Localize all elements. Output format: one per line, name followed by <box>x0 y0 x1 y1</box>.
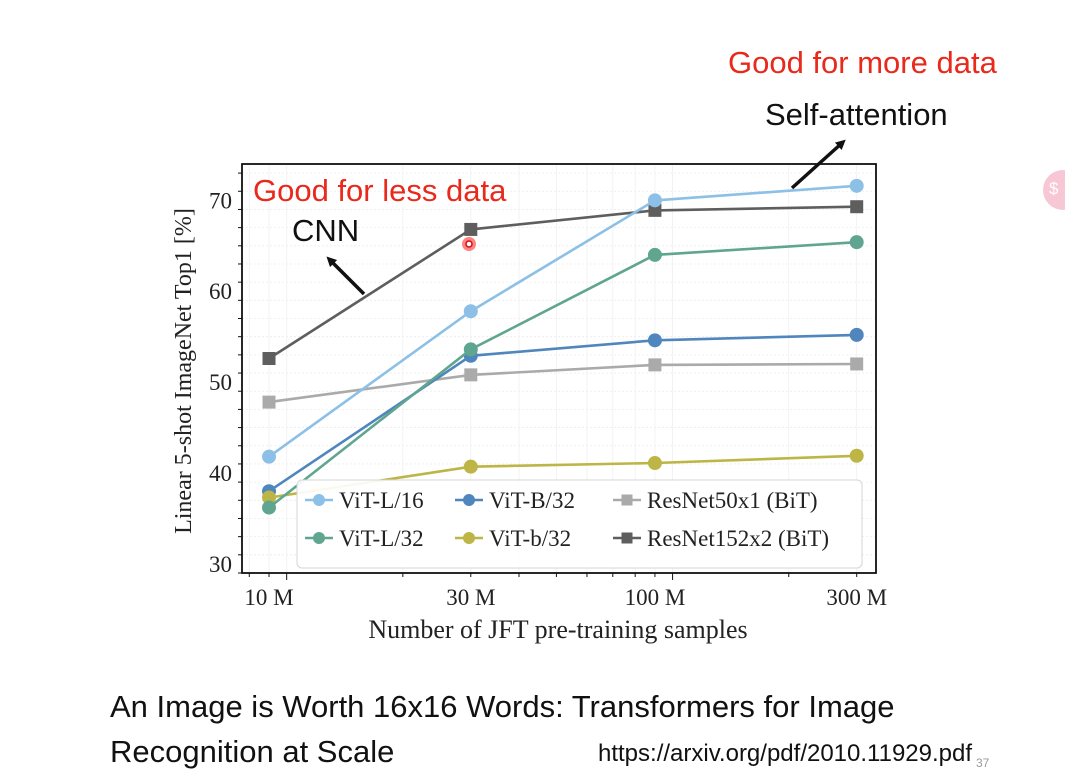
x-tick-label: 300 M <box>826 585 887 610</box>
legend-label: ViT-B/32 <box>489 488 575 513</box>
annotation-cnn: CNN <box>292 213 360 248</box>
self-attention-arrow <box>790 139 846 190</box>
cnn-arrow <box>326 256 366 296</box>
annotation-good-for-less-data: Good for less data <box>253 173 507 208</box>
series-line <box>268 205 857 360</box>
data-point <box>262 449 277 464</box>
y-axis-title: Linear 5-shot ImageNet Top1 [%] <box>171 208 197 534</box>
series-layer <box>262 178 864 515</box>
legend-entry: ViT-b/32 <box>455 526 571 551</box>
x-axis-title: Number of JFT pre-training samples <box>368 615 747 644</box>
legend-entry: ViT-L/16 <box>305 488 424 513</box>
data-point <box>849 178 864 193</box>
data-point <box>647 456 662 471</box>
data-point <box>850 357 864 371</box>
legend-entry: ViT-B/32 <box>455 488 575 513</box>
series-line <box>268 333 857 493</box>
side-bubble[interactable]: $ <box>1043 170 1065 210</box>
data-point <box>463 304 478 319</box>
series-vit-l-16 <box>262 178 864 464</box>
paper-url: https://arxiv.org/pdf/2010.11929.pdf <box>598 740 973 767</box>
data-point <box>849 327 864 342</box>
data-point <box>262 490 277 505</box>
legend-marker <box>463 494 475 506</box>
axis-ticks: 30 40 50 60 70 10 M 30 M 100 M 300 M <box>209 172 887 610</box>
legend-marker <box>621 532 633 544</box>
data-point <box>647 333 662 348</box>
data-point <box>647 193 662 208</box>
legend-marker <box>313 494 325 506</box>
legend-label: ResNet50x1 (BiT) <box>647 488 818 513</box>
annotation-self-attention: Self-attention <box>765 97 948 132</box>
legend-entry: ViT-L/32 <box>305 526 424 551</box>
x-tick-label: 100 M <box>625 585 686 610</box>
data-point <box>850 200 864 214</box>
data-point <box>464 368 478 382</box>
legend-entry: ResNet152x2 (BiT) <box>613 526 829 551</box>
legend-marker <box>463 532 475 544</box>
series-line <box>268 362 857 404</box>
plot-frame <box>241 163 877 574</box>
series-line <box>268 184 857 458</box>
x-tick-label: 10 M <box>244 585 293 610</box>
paper-title: An Image is Worth 16x16 Words: Transform… <box>110 689 895 769</box>
y-tick-label: 30 <box>209 552 232 577</box>
data-point <box>262 352 276 366</box>
x-tick-label: 30 M <box>446 585 495 610</box>
y-tick-label: 40 <box>209 461 232 486</box>
y-tick-label: 70 <box>209 188 232 213</box>
series-resnet152x2-bit- <box>262 200 864 366</box>
y-tick-label: 60 <box>209 279 232 304</box>
data-point <box>849 235 864 250</box>
data-point <box>262 500 277 515</box>
legend: ViT-L/16 ViT-B/32 ResNet50x1 (BiT) ViT-L/32… <box>296 479 863 569</box>
data-point <box>648 203 662 217</box>
legend-label: ResNet152x2 (BiT) <box>647 526 829 551</box>
legend-box <box>296 479 863 569</box>
side-bubble-glyph: $ <box>1049 179 1059 198</box>
data-point <box>849 448 864 463</box>
data-point <box>463 342 478 357</box>
legend-marker <box>313 532 325 544</box>
legend-label: ViT-L/16 <box>339 488 424 513</box>
series-vit-l-32 <box>262 235 864 515</box>
series-resnet50x1-bit- <box>262 357 864 409</box>
series-line <box>268 240 857 509</box>
legend-marker <box>621 494 633 506</box>
data-point <box>262 395 276 409</box>
legend-label: ViT-L/32 <box>339 526 424 551</box>
page-number: 37 <box>976 756 990 770</box>
y-tick-label: 50 <box>209 370 232 395</box>
series-vit-b-32 <box>262 327 864 499</box>
legend-label: ViT-b/32 <box>489 526 571 551</box>
data-point <box>647 247 662 262</box>
data-point <box>464 222 478 236</box>
annotation-good-for-more-data: Good for more data <box>728 45 997 80</box>
data-point <box>463 459 478 474</box>
legend-entry: ResNet50x1 (BiT) <box>613 488 818 513</box>
laser-pointer-center <box>465 240 473 248</box>
data-point <box>648 358 662 372</box>
